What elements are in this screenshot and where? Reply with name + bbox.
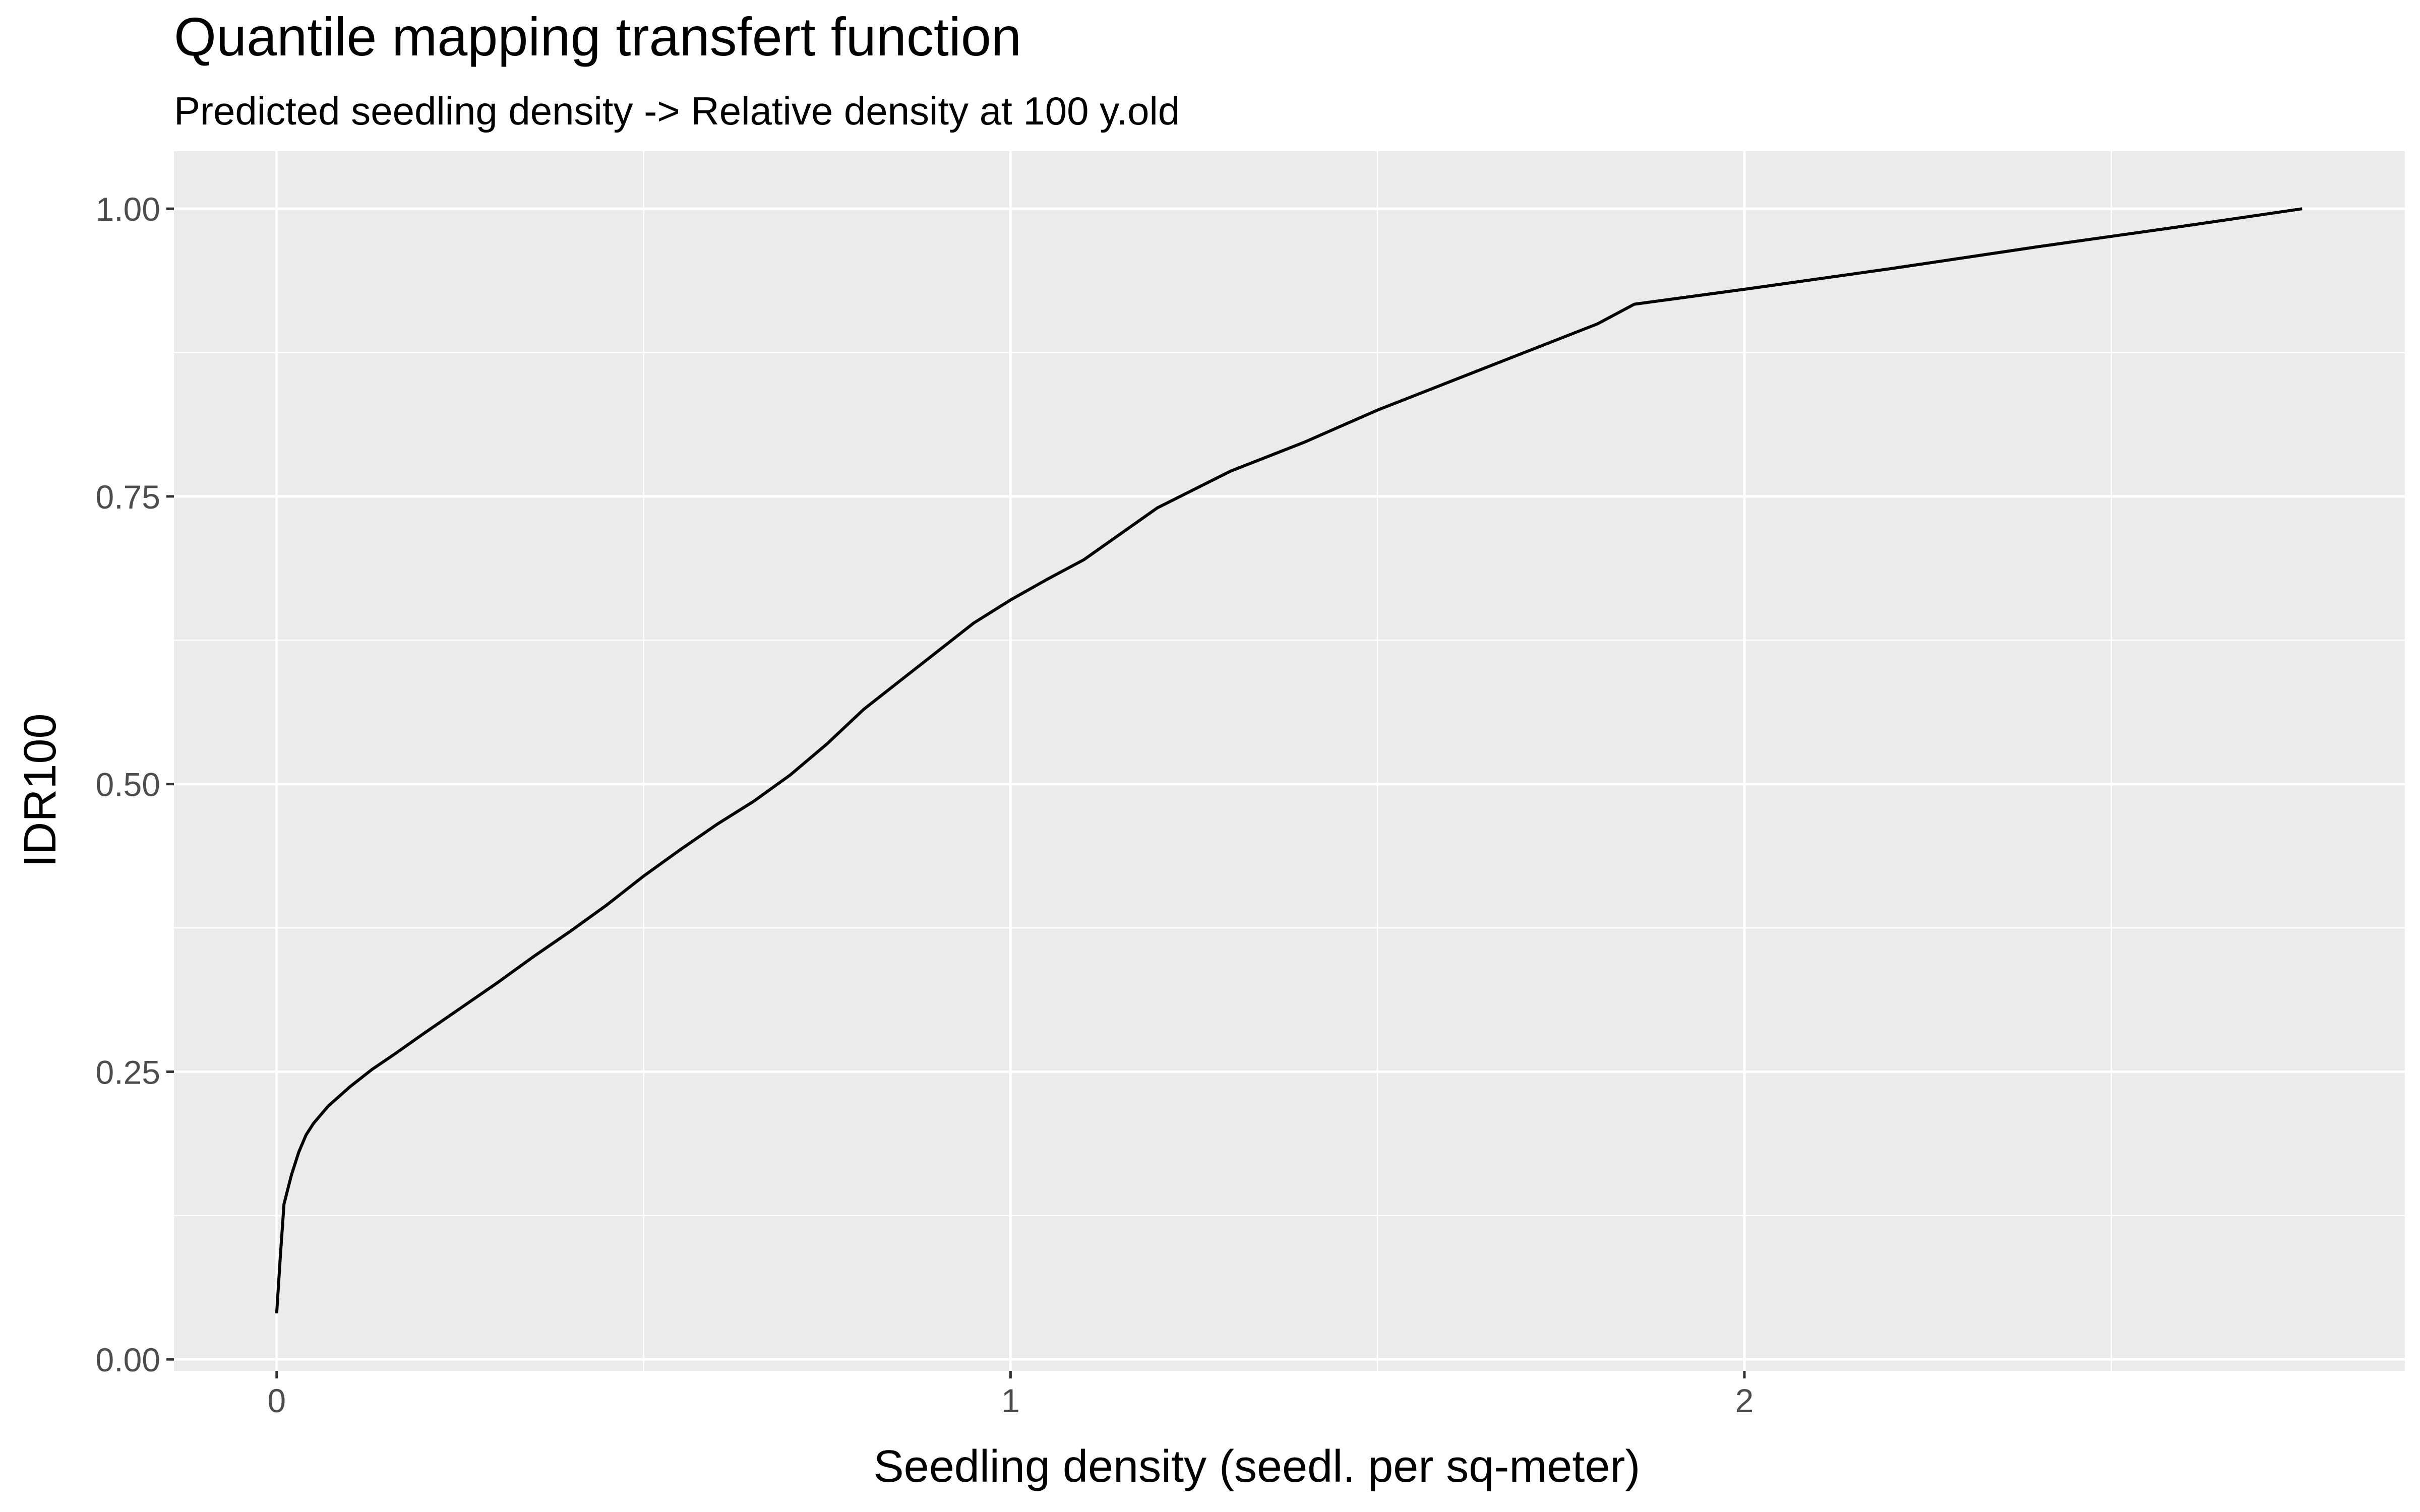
x-tick-label: 2	[1735, 1382, 1754, 1419]
y-tick-label: 1.00	[96, 191, 160, 228]
series-line	[275, 207, 2303, 1313]
grid-major	[174, 151, 2405, 1371]
x-axis-title: Seedling density (seedl. per sq-meter)	[874, 1441, 1641, 1492]
y-tick-label: 0.25	[96, 1053, 160, 1091]
y-axis-title: IDR100	[15, 713, 66, 867]
grid-minor	[174, 151, 2405, 1371]
y-axis: 0.00 0.25 0.50 0.75 1.00	[96, 191, 174, 1378]
x-tick-label: 0	[267, 1382, 286, 1419]
y-tick-label: 0.75	[96, 478, 160, 516]
y-tick-label: 0.00	[96, 1341, 160, 1378]
y-tick-label: 0.50	[96, 766, 160, 803]
chart-subtitle: Predicted seedling density -> Relative d…	[174, 89, 1180, 133]
x-axis: 0 1 2	[267, 1371, 1753, 1419]
chart-title: Quantile mapping transfert function	[174, 6, 1021, 67]
x-tick-label: 1	[1001, 1382, 1020, 1419]
plot-panel	[174, 151, 2405, 1371]
